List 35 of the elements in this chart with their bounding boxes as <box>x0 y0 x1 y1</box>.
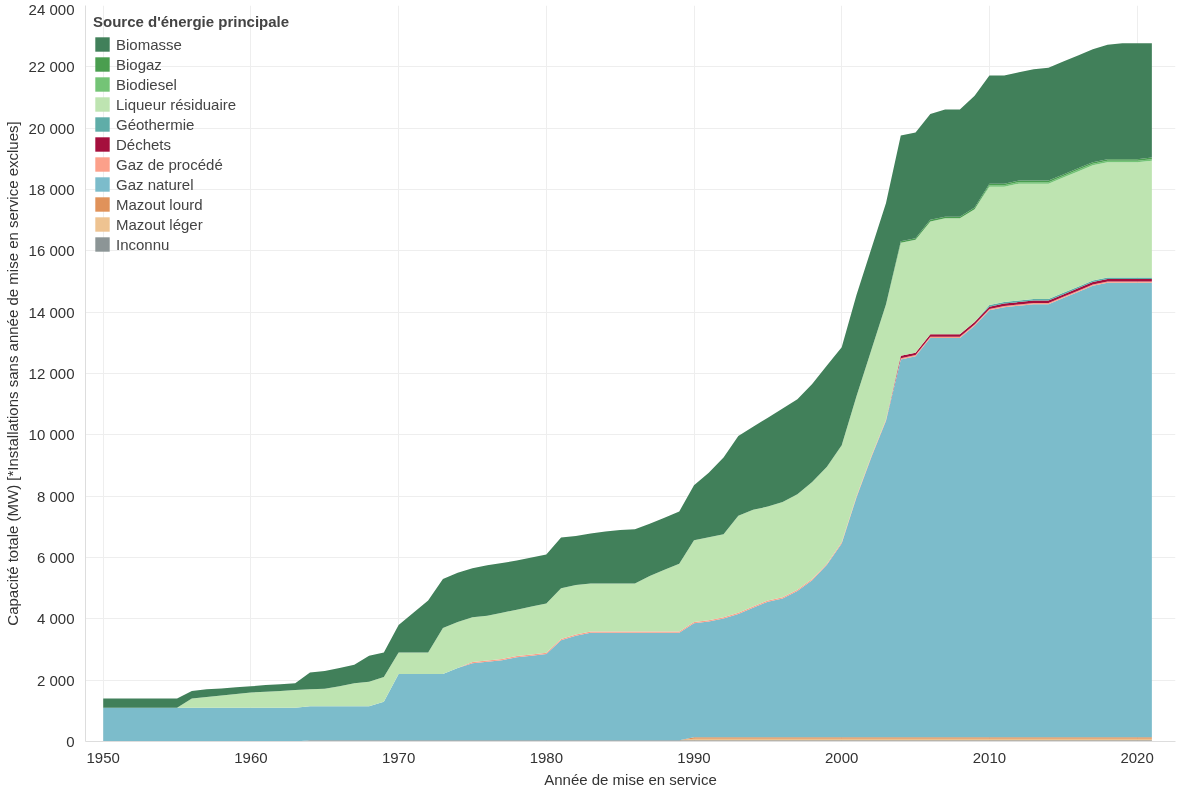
legend-label: Géothermie <box>116 115 195 133</box>
legend-label: Biogaz <box>116 55 162 73</box>
y-tick-label: 12 000 <box>28 365 75 382</box>
x-tick-label: 1950 <box>86 748 120 766</box>
y-tick-label: 20 000 <box>28 119 75 137</box>
y-tick-label: 0 <box>66 733 75 750</box>
legend-label: Déchets <box>116 135 172 153</box>
x-tick-label: 2000 <box>825 748 859 766</box>
y-tick-label: 24 000 <box>28 0 75 18</box>
x-tick-label: 2020 <box>1120 748 1154 766</box>
x-tick-label: 1980 <box>529 748 563 766</box>
legend-label: Mazout léger <box>116 215 203 233</box>
x-tick-label: 1970 <box>381 748 416 766</box>
y-tick-label: 10 000 <box>28 426 75 444</box>
y-tick-label: 18 000 <box>28 181 75 198</box>
y-tick-label: 8 000 <box>36 487 75 505</box>
y-tick-label: 4 000 <box>36 610 75 628</box>
y-tick-label: 22 000 <box>28 58 75 76</box>
legend-title: Source d'énergie principale <box>93 13 290 30</box>
x-tick-label: 1990 <box>677 748 711 766</box>
x-axis-title: Année de mise en service <box>544 770 717 788</box>
y-tick-label: 2 000 <box>36 671 75 689</box>
y-tick-label: 16 000 <box>28 242 75 260</box>
legend-label: Gaz naturel <box>116 175 194 193</box>
y-tick-label: 6 000 <box>36 549 75 566</box>
y-axis-title: Capacité totale (MW) [*Installations sans année de mise en service exclues] <box>3 121 21 626</box>
legend-label: Liqueur résiduaire <box>116 95 237 113</box>
legend-label: Biomasse <box>116 35 182 53</box>
legend-label: Inconnu <box>116 235 170 253</box>
legend-label: Mazout lourd <box>116 195 203 213</box>
x-tick-label: 2010 <box>972 748 1007 766</box>
legend-label: Biodiesel <box>116 75 177 93</box>
legend-label: Gaz de procédé <box>116 155 223 173</box>
y-tick-label: 14 000 <box>28 303 75 321</box>
x-tick-label: 1960 <box>234 748 268 766</box>
